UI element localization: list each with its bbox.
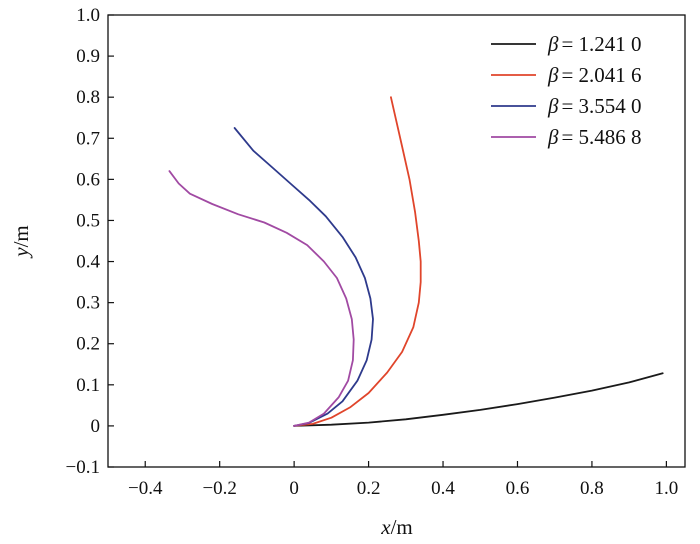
x-axis-title: x/m [380, 515, 413, 539]
series-line-3 [233, 127, 374, 427]
y-tick-label: −0.1 [66, 457, 100, 478]
y-tick-label: 0.1 [76, 375, 100, 396]
legend-label: = 1.241 0 [561, 32, 641, 56]
legend: β = 1.241 0β = 2.041 6β = 3.554 0β = 5.486 8 [491, 32, 642, 149]
legend-entry-3: β = 3.554 0 [547, 94, 642, 118]
x-tick-label: 0.6 [506, 478, 530, 499]
legend-label: = 5.486 8 [561, 125, 641, 149]
x-axis-var: x [380, 515, 391, 539]
x-tick-label: 0.2 [357, 478, 381, 499]
series-lines [168, 96, 664, 427]
x-tick-label: −0.4 [128, 478, 163, 499]
x-tick-label: 0 [289, 478, 299, 499]
y-tick-label: 1.0 [76, 5, 100, 26]
legend-entry-2: β = 2.041 6 [547, 63, 642, 87]
y-axis-unit: /m [9, 225, 33, 247]
series-line-4 [168, 170, 355, 427]
legend-label: = 2.041 6 [561, 63, 641, 87]
x-tick-label: 1.0 [655, 478, 679, 499]
y-axis-var: y [9, 247, 33, 259]
y-tick-label: 0.5 [76, 210, 100, 231]
y-tick-label: 0.9 [76, 46, 100, 67]
x-tick-label: 0.8 [580, 478, 604, 499]
y-axis-ticks: −0.1 0 0.1 0.2 0.3 0.4 0.5 0.6 0.7 0.8 0.9 1.0 [66, 5, 114, 478]
y-tick-label: 0.7 [76, 128, 100, 149]
x-tick-label: 0.4 [431, 478, 455, 499]
legend-label: = 3.554 0 [561, 94, 641, 118]
x-tick-label: −0.2 [202, 478, 236, 499]
y-tick-label: 0.2 [76, 334, 100, 355]
y-tick-label: 0 [91, 416, 101, 437]
legend-symbol: β [547, 63, 559, 87]
legend-symbol: β [547, 94, 559, 118]
series-line-2 [293, 96, 422, 427]
y-tick-label: 0.3 [76, 293, 100, 314]
y-tick-label: 0.6 [76, 169, 100, 190]
legend-entry-4: β = 5.486 8 [547, 125, 642, 149]
legend-entry-1: β = 1.241 0 [547, 32, 642, 56]
y-tick-label: 0.4 [76, 252, 100, 273]
plot-frame [107, 14, 686, 468]
y-axis-title: y/m [9, 225, 33, 259]
series-line-1 [293, 372, 664, 427]
y-tick-label: 0.8 [76, 87, 100, 108]
legend-symbol: β [547, 32, 559, 56]
x-axis-ticks: −0.4 −0.2 0 0.2 0.4 0.6 0.8 1.0 [128, 461, 678, 499]
x-axis-unit: /m [391, 515, 413, 539]
legend-symbol: β [547, 125, 559, 149]
